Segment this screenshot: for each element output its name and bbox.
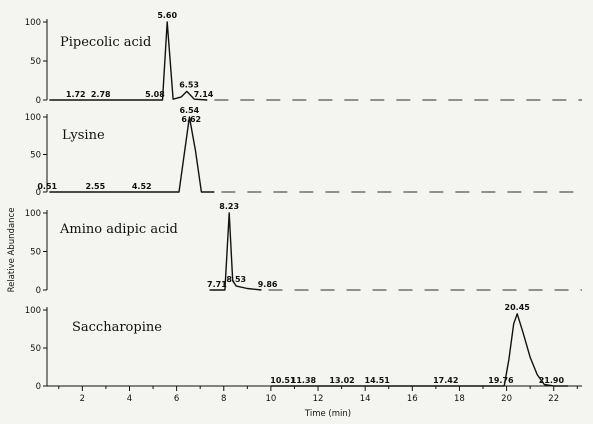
x-tick-label: 6 [174, 394, 179, 404]
series-name: Amino adipic acid [59, 222, 178, 237]
y-tick-label: 50 [30, 57, 41, 67]
peak-label: 8.53 [226, 275, 246, 284]
panels: 0 50 100 Pipecolic acid 1.72 2.78 5.08 5.60 6.53… [25, 11, 582, 392]
peak-label: 19.76 [488, 376, 514, 385]
peak-label: 21.90 [539, 376, 565, 385]
x-tick-label: 10 [265, 394, 276, 404]
series-trace [209, 212, 262, 291]
peak-label: 7.71 [207, 280, 227, 289]
peak-label: 20.45 [505, 303, 531, 312]
y-tick-label: 50 [30, 344, 41, 354]
series-trace [49, 116, 215, 193]
peak-label: 2.55 [85, 182, 105, 191]
peak-label: 1.72 [66, 90, 86, 99]
peak-label: 5.08 [145, 90, 165, 99]
series-name: Saccharopine [72, 320, 162, 335]
x-axis: 2 4 6 8 10 12 14 16 18 20 22 [47, 385, 582, 404]
peak-label: 8.23 [219, 202, 239, 211]
peak-label: 10.51 [270, 376, 296, 385]
peak-label: 6.54 [179, 106, 199, 115]
peak-label: 6.53 [179, 80, 199, 89]
peak-label: 13.02 [329, 376, 354, 385]
peak-label: 7.14 [194, 90, 214, 99]
x-axis-label: Time (min) [304, 409, 351, 419]
x-tick-label: 22 [548, 394, 559, 404]
peak-label: 9.86 [258, 280, 278, 289]
y-tick-label: 0 [36, 286, 41, 296]
peak-label: 11.38 [291, 376, 317, 385]
x-tick-label: 16 [407, 394, 418, 404]
panel-2: 0 50 100 Amino adipic acid 7.71 8.23 8.53 9.86 [25, 202, 582, 296]
series-trace [49, 21, 208, 101]
series-name: Pipecolic acid [60, 35, 151, 50]
y-tick-label: 100 [25, 18, 41, 28]
x-tick-label: 18 [454, 394, 465, 404]
y-axis-label: Relative Abundance [7, 208, 17, 293]
peak-label: 2.78 [91, 90, 111, 99]
peak-label: 6.62 [181, 115, 201, 124]
y-tick-label: 0 [36, 188, 41, 198]
x-tick-label: 8 [221, 394, 226, 404]
y-tick-label: 50 [30, 248, 41, 258]
x-tick-label: 4 [127, 394, 132, 404]
series-name: Lysine [62, 128, 105, 143]
y-tick-label: 0 [36, 96, 41, 106]
x-tick-label: 2 [80, 394, 85, 404]
y-tick-label: 100 [25, 306, 41, 316]
peak-label: 4.52 [132, 182, 152, 191]
y-tick-label: 100 [25, 209, 41, 219]
y-tick-label: 50 [30, 151, 41, 161]
panel-1: 0 50 100 Lysine 0.51 2.55 4.52 6.546.62 [25, 106, 582, 198]
x-tick-label: 14 [360, 394, 371, 404]
x-tick-label: 20 [501, 394, 512, 404]
y-tick-label: 0 [36, 382, 41, 392]
series-trace [270, 313, 568, 387]
peak-label: 5.60 [157, 11, 177, 20]
peak-label: 17.42 [433, 376, 458, 385]
y-tick-label: 100 [25, 113, 41, 123]
peak-label: 0.51 [37, 182, 57, 191]
x-tick-label: 12 [313, 394, 324, 404]
panel-0: 0 50 100 Pipecolic acid 1.72 2.78 5.08 5.60 6.53… [25, 11, 582, 106]
peak-label: 14.51 [365, 376, 391, 385]
